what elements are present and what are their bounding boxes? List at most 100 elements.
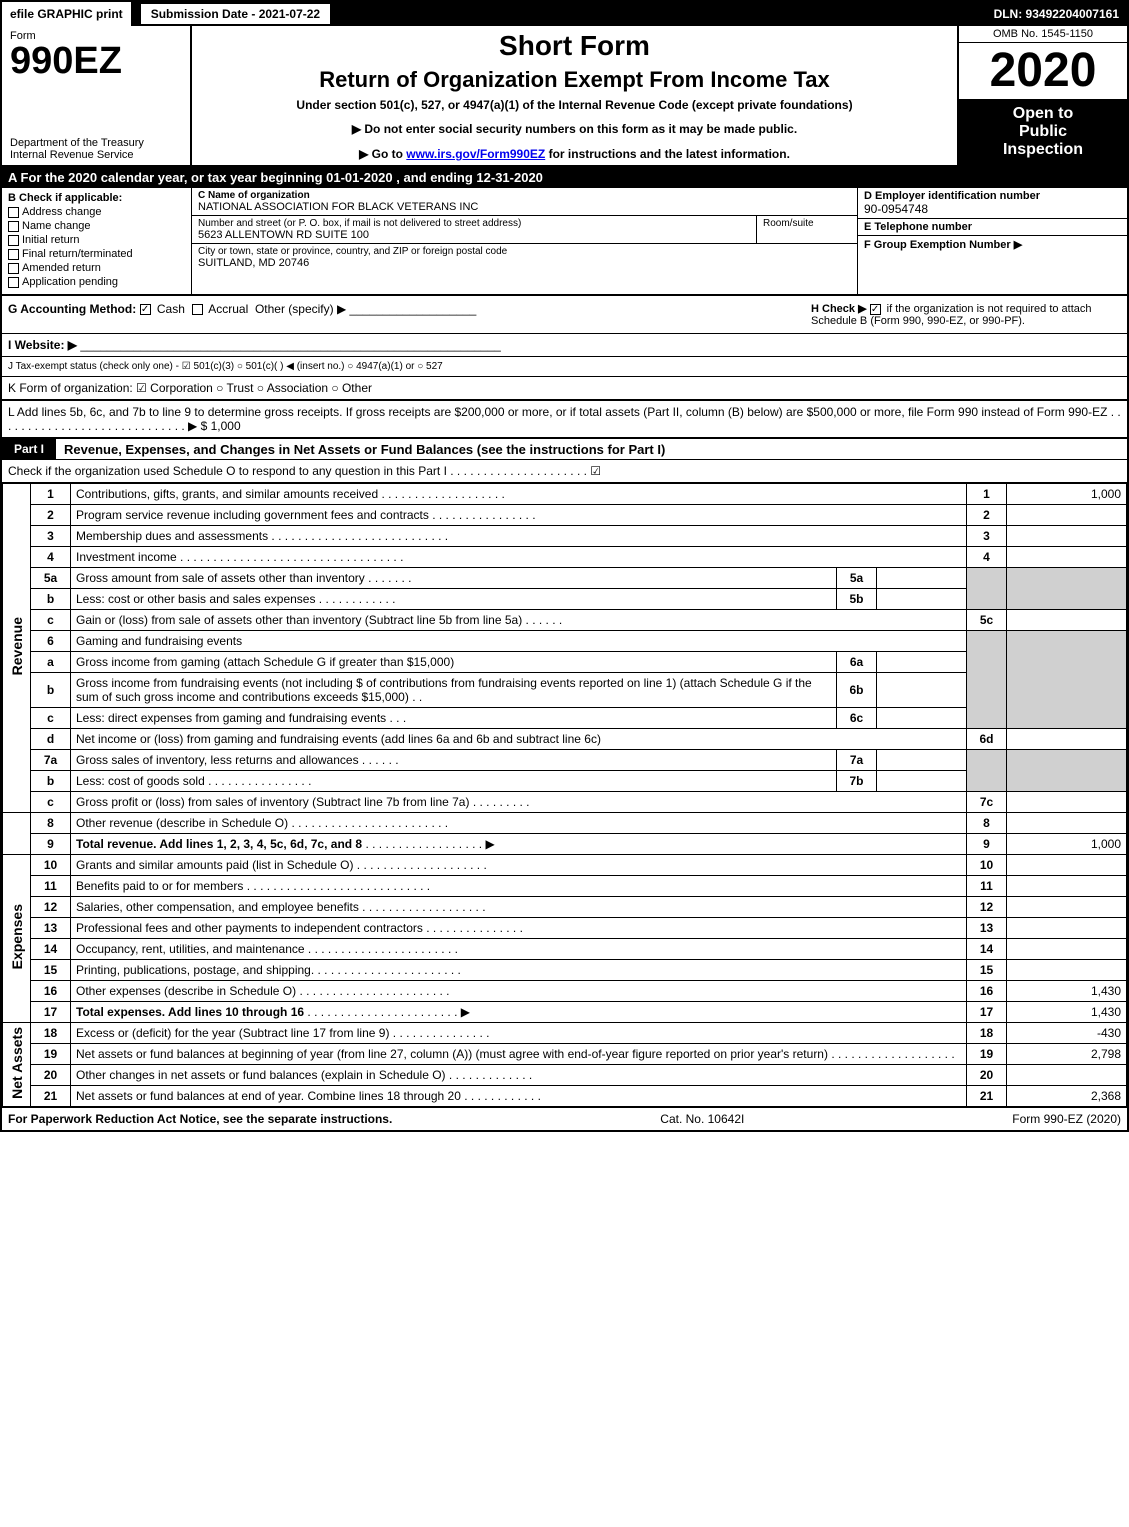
row15-desc: Printing, publications, postage, and shi…: [71, 960, 967, 981]
row17-num: 17: [31, 1002, 71, 1023]
checkbox-final-return[interactable]: [8, 249, 19, 260]
dept-treasury: Department of the Treasury: [10, 137, 182, 149]
row18-val: -430: [1007, 1023, 1127, 1044]
short-form-title: Short Form: [499, 30, 650, 62]
row9-val: 1,000: [1007, 834, 1127, 855]
row19-rn: 19: [967, 1044, 1007, 1065]
row12-val: [1007, 897, 1127, 918]
h-check-label: H Check ▶: [811, 303, 867, 315]
row6-num: 6: [31, 631, 71, 652]
revenue-side-label: Revenue: [3, 484, 31, 813]
row16-desc: Other expenses (describe in Schedule O) …: [71, 981, 967, 1002]
checkbox-cash[interactable]: [140, 304, 151, 315]
row17-val: 1,430: [1007, 1002, 1127, 1023]
opt-application-pending: Application pending: [22, 276, 118, 288]
row17-rn: 17: [967, 1002, 1007, 1023]
open-to-public: Open to Public Inspection: [959, 99, 1127, 165]
checkbox-amended-return[interactable]: [8, 263, 19, 274]
row18-desc: Excess or (deficit) for the year (Subtra…: [71, 1023, 967, 1044]
part-i-title: Revenue, Expenses, and Changes in Net As…: [56, 442, 665, 457]
row13-rn: 13: [967, 918, 1007, 939]
room-suite-label: Room/suite: [757, 216, 857, 243]
row12-num: 12: [31, 897, 71, 918]
checkbox-h-schedule-b[interactable]: [870, 304, 881, 315]
row2-rn: 2: [967, 505, 1007, 526]
website-label: I Website: ▶: [8, 338, 77, 352]
open-line1: Open to: [961, 105, 1125, 123]
submission-date-button[interactable]: Submission Date - 2021-07-22: [139, 2, 332, 26]
checkbox-initial-return[interactable]: [8, 235, 19, 246]
row7c-val: [1007, 792, 1127, 813]
row5c-num: c: [31, 610, 71, 631]
row6a-desc: Gross income from gaming (attach Schedul…: [71, 652, 837, 673]
row4-rn: 4: [967, 547, 1007, 568]
ein-value: 90-0954748: [864, 202, 1121, 216]
under-section: Under section 501(c), 527, or 4947(a)(1)…: [296, 98, 852, 112]
row14-rn: 14: [967, 939, 1007, 960]
row7c-desc: Gross profit or (loss) from sales of inv…: [71, 792, 967, 813]
row7a-mn: 7a: [837, 750, 877, 771]
section-b-title: B Check if applicable:: [8, 192, 185, 204]
row3-desc: Membership dues and assessments . . . . …: [71, 526, 967, 547]
footer-left: For Paperwork Reduction Act Notice, see …: [8, 1112, 392, 1126]
opt-name-change: Name change: [22, 220, 91, 232]
row16-val: 1,430: [1007, 981, 1127, 1002]
row5b-mv: [877, 589, 967, 610]
row4-val: [1007, 547, 1127, 568]
row2-desc: Program service revenue including govern…: [71, 505, 967, 526]
f-group-exempt-label: F Group Exemption Number ▶: [864, 238, 1121, 251]
opt-address-change: Address change: [22, 206, 102, 218]
row11-num: 11: [31, 876, 71, 897]
row6d-num: d: [31, 729, 71, 750]
row7b-mn: 7b: [837, 771, 877, 792]
section-b-block: B Check if applicable: Address change Na…: [2, 188, 1127, 296]
k-form-org-row: K Form of organization: ☑ Corporation ○ …: [2, 377, 1127, 401]
row5b-mn: 5b: [837, 589, 877, 610]
e-phone-label: E Telephone number: [864, 221, 1121, 233]
part-i-check: Check if the organization used Schedule …: [2, 460, 1127, 483]
instr-pre: ▶ Go to: [359, 147, 406, 161]
g-accounting-label: G Accounting Method:: [8, 302, 136, 316]
section-gh: G Accounting Method: Cash Accrual Other …: [2, 296, 1127, 334]
row13-desc: Professional fees and other payments to …: [71, 918, 967, 939]
row6a-mv: [877, 652, 967, 673]
row6a-num: a: [31, 652, 71, 673]
page-footer: For Paperwork Reduction Act Notice, see …: [2, 1107, 1127, 1130]
row5b-desc: Less: cost or other basis and sales expe…: [71, 589, 837, 610]
row5a-desc: Gross amount from sale of assets other t…: [71, 568, 837, 589]
city-label: City or town, state or province, country…: [198, 246, 851, 257]
c-name-label: C Name of organization: [198, 190, 851, 201]
efile-print-button[interactable]: efile GRAPHIC print: [2, 2, 133, 26]
row20-val: [1007, 1065, 1127, 1086]
row21-val: 2,368: [1007, 1086, 1127, 1107]
row6b-mv: [877, 673, 967, 708]
row5b-num: b: [31, 589, 71, 610]
l-gross-receipts-row: L Add lines 5b, 6c, and 7b to line 9 to …: [2, 401, 1127, 439]
checkbox-address-change[interactable]: [8, 207, 19, 218]
checkbox-application-pending[interactable]: [8, 277, 19, 288]
row14-val: [1007, 939, 1127, 960]
addr-label: Number and street (or P. O. box, if mail…: [198, 218, 750, 229]
checkbox-accrual[interactable]: [192, 304, 203, 315]
tax-year-bar: A For the 2020 calendar year, or tax yea…: [2, 167, 1127, 188]
row7b-desc: Less: cost of goods sold . . . . . . . .…: [71, 771, 837, 792]
row4-num: 4: [31, 547, 71, 568]
open-line2: Public: [961, 123, 1125, 141]
row14-desc: Occupancy, rent, utilities, and maintena…: [71, 939, 967, 960]
row15-val: [1007, 960, 1127, 981]
title-box: Short Form Return of Organization Exempt…: [192, 26, 957, 165]
row1-rn: 1: [967, 484, 1007, 505]
tax-year: 2020: [959, 43, 1127, 99]
row5a-mn: 5a: [837, 568, 877, 589]
row18-rn: 18: [967, 1023, 1007, 1044]
open-line3: Inspection: [961, 141, 1125, 159]
row1-desc: Contributions, gifts, grants, and simila…: [71, 484, 967, 505]
row14-num: 14: [31, 939, 71, 960]
checkbox-name-change[interactable]: [8, 221, 19, 232]
row20-rn: 20: [967, 1065, 1007, 1086]
irs-link[interactable]: www.irs.gov/Form990EZ: [406, 147, 545, 161]
row6c-mn: 6c: [837, 708, 877, 729]
row5a-rn-shaded: [967, 568, 1007, 610]
row11-val: [1007, 876, 1127, 897]
row9-desc: Total revenue. Add lines 1, 2, 3, 4, 5c,…: [71, 834, 967, 855]
